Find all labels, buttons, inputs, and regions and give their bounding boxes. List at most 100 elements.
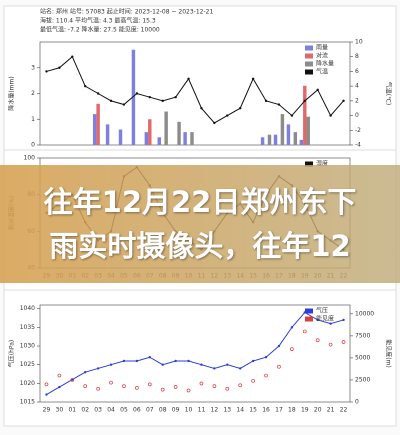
point (135, 359, 139, 363)
point (187, 77, 190, 80)
legend-swatch (305, 161, 313, 167)
point (251, 77, 255, 80)
point (148, 95, 151, 99)
x-tick-label: 02 (81, 407, 89, 414)
y2-tick-label: 2500 (355, 376, 370, 383)
y2-tick-label: 6 (355, 68, 359, 75)
point (264, 99, 268, 103)
bar (267, 134, 272, 145)
point (277, 344, 281, 348)
point (226, 114, 229, 117)
bar (96, 103, 100, 145)
y-tick-label: 3 (31, 64, 35, 71)
y-tick-label: 1 (31, 116, 35, 123)
point (315, 338, 320, 343)
point (96, 367, 100, 370)
point (303, 99, 306, 103)
y2-tick-label: 10 (355, 39, 363, 46)
bar (183, 132, 187, 145)
x-tick-label: 04 (107, 407, 115, 414)
point (264, 356, 268, 359)
point (70, 378, 75, 382)
point (84, 370, 87, 374)
y-tick-label: 0 (31, 142, 35, 149)
header-text: 站名: 郑州 站号: 57083 起止时间: 2023-12-08 ~ 2023… (40, 8, 213, 16)
bar (131, 49, 136, 145)
point (109, 363, 113, 366)
bar (280, 114, 285, 145)
bar (144, 132, 149, 145)
legend-swatch (305, 316, 313, 322)
bar (273, 134, 278, 145)
header-text: 海拔: 110.4 平均气温: 4.3 最高气温: 15.3 (40, 17, 156, 25)
point (71, 55, 74, 58)
point (96, 92, 100, 95)
y-tick-label: 1020 (20, 380, 35, 387)
y2-axis-label: 气温(℃) (385, 82, 393, 105)
point (329, 114, 332, 117)
bar (190, 132, 194, 145)
point (226, 363, 229, 366)
legend-label: 气温 (316, 68, 328, 76)
x-tick-label: 17 (275, 407, 283, 414)
point (264, 373, 268, 378)
point (200, 363, 203, 366)
x-tick-label: 18 (288, 407, 296, 414)
y2-axis-label: 能见度(m) (385, 339, 393, 368)
point (199, 381, 204, 386)
point (341, 340, 346, 344)
bar (286, 124, 291, 145)
legend-swatch (305, 308, 313, 314)
point (251, 378, 255, 383)
point (200, 107, 203, 110)
point (329, 322, 332, 325)
point (316, 318, 319, 322)
point (122, 384, 126, 388)
line (46, 55, 344, 124)
point (109, 99, 113, 103)
bar (303, 85, 307, 145)
point (122, 103, 126, 106)
point (122, 359, 126, 363)
bar (105, 124, 110, 145)
legend-label: 对流 (316, 52, 328, 60)
y2-tick-label: 5000 (355, 354, 370, 361)
x-tick-label: 12 (211, 407, 219, 414)
point (58, 66, 61, 69)
y2-tick-label: -4 (355, 142, 361, 149)
x-tick-label: 03 (94, 407, 102, 414)
plot-frame (39, 304, 351, 403)
x-tick-label: 10 (185, 407, 193, 414)
point (161, 99, 164, 103)
y-tick-label: 1030 (20, 343, 35, 350)
point (161, 363, 164, 366)
point (225, 386, 230, 391)
point (187, 359, 190, 363)
point (342, 318, 345, 322)
point (135, 386, 139, 390)
bar (157, 137, 161, 145)
point (186, 388, 191, 393)
point (45, 70, 48, 73)
point (45, 393, 48, 396)
point (290, 326, 294, 329)
point (83, 384, 88, 388)
y-tick-label: 1035 (20, 324, 35, 331)
point (213, 367, 216, 370)
y2-tick-label: 0 (355, 112, 359, 119)
x-tick-label: 16 (262, 407, 270, 414)
x-tick-label: 14 (236, 407, 244, 414)
bar (299, 139, 304, 145)
bar (118, 129, 123, 145)
legend-label: 能见度 (316, 315, 334, 323)
y2-tick-label: 7500 (355, 332, 370, 339)
bar (177, 121, 181, 145)
banner: 往年12月22日郑州东下 雨实时摄像头，往年12 (0, 165, 400, 283)
x-tick-label: 22 (340, 407, 348, 414)
y2-tick-label: -2 (355, 127, 361, 134)
x-tick-label: 19 (301, 407, 309, 414)
point (290, 114, 294, 117)
y2-tick-label: 8 (355, 53, 359, 60)
y-tick-label: 2 (31, 90, 35, 97)
y2-tick-label: 4 (355, 83, 359, 90)
